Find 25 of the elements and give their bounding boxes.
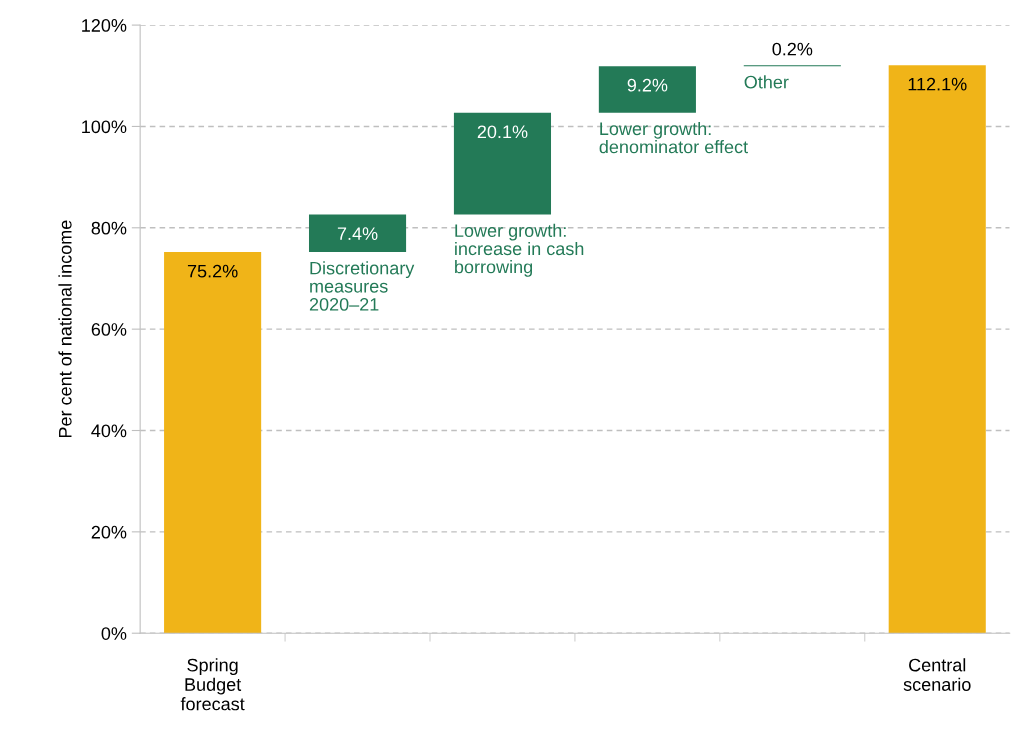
annotation: Discretionary measures 2020–21 — [309, 261, 415, 311]
x-tick-label: Spring Budget forecast — [180, 658, 245, 711]
annotation: Other — [744, 75, 789, 89]
y-tick-label: 80% — [91, 221, 127, 235]
x-tick-label: Central scenario — [903, 658, 971, 691]
y-axis-title: Per cent of national income — [58, 220, 72, 438]
bar — [598, 66, 696, 113]
y-tick-label: 40% — [91, 424, 127, 438]
data-label: 75.2% — [187, 264, 238, 278]
y-tick-label: 20% — [91, 525, 127, 539]
y-tick-label: 0% — [101, 627, 127, 640]
bar — [888, 65, 986, 634]
data-label: 7.4% — [337, 227, 378, 240]
y-tick-label: 120% — [82, 19, 127, 32]
data-label: 20.1% — [477, 125, 528, 139]
y-tick-label: 60% — [91, 323, 127, 336]
data-label: 0.2% — [772, 42, 813, 56]
bar — [164, 252, 262, 634]
annotation: Lower growth: denominator effect — [599, 121, 748, 154]
y-tick-label: 100% — [82, 120, 127, 134]
annotation: Lower growth: increase in cash borrowing — [455, 223, 584, 277]
data-label: 112.1% — [908, 77, 967, 91]
bar — [453, 112, 552, 215]
data-label: 9.2% — [627, 78, 668, 92]
bar — [308, 214, 407, 253]
